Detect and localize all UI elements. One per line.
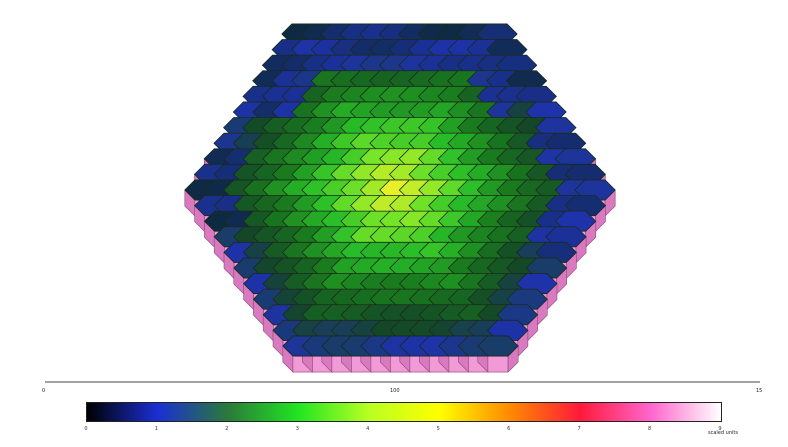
hexagon-cell [545,226,587,248]
hexagon-cell [496,304,539,326]
hexagon-cell [574,179,616,201]
axis-left-end-label: 0 [42,388,46,394]
colorbar-tick-label: 3 [295,426,299,432]
hexagon-cell [516,273,558,295]
hexagon-cell [564,195,607,217]
colorbar-tick-label: 0 [84,426,88,432]
axis-center-label: 100 [390,388,400,394]
colorbar-tick-label: 2 [225,426,229,432]
colorbar-tick-label: 9 [718,426,722,432]
axis-right-end-label: 15 [756,388,763,394]
hexagon-cell [477,335,519,357]
hexagon-side-wall [487,355,509,373]
colorbar: 0 100 15 0 1 2 3 4 5 6 7 8 9 scaled units [40,374,770,447]
colorbar-tick-label: 6 [507,426,511,432]
hexagon-cell [506,288,548,310]
hexagon-cell [486,319,529,341]
colorbar-unit-label: scaled units [708,430,738,436]
hexagon-top-surface [184,23,616,357]
colorbar-tick-label: 5 [436,426,440,432]
hexagon-cell [535,241,577,263]
colorbar-ticks: 0 1 2 3 4 5 6 7 8 9 [84,426,722,436]
hexagon-cell [554,210,597,232]
colorbar-tick-label: 1 [154,426,159,432]
hexagon-cell [525,257,568,279]
colorbar-gradient [86,402,722,422]
colorbar-tick-label: 4 [366,426,370,432]
colorbar-tick-label: 8 [647,426,652,432]
colorbar-tick-label: 7 [577,426,581,432]
